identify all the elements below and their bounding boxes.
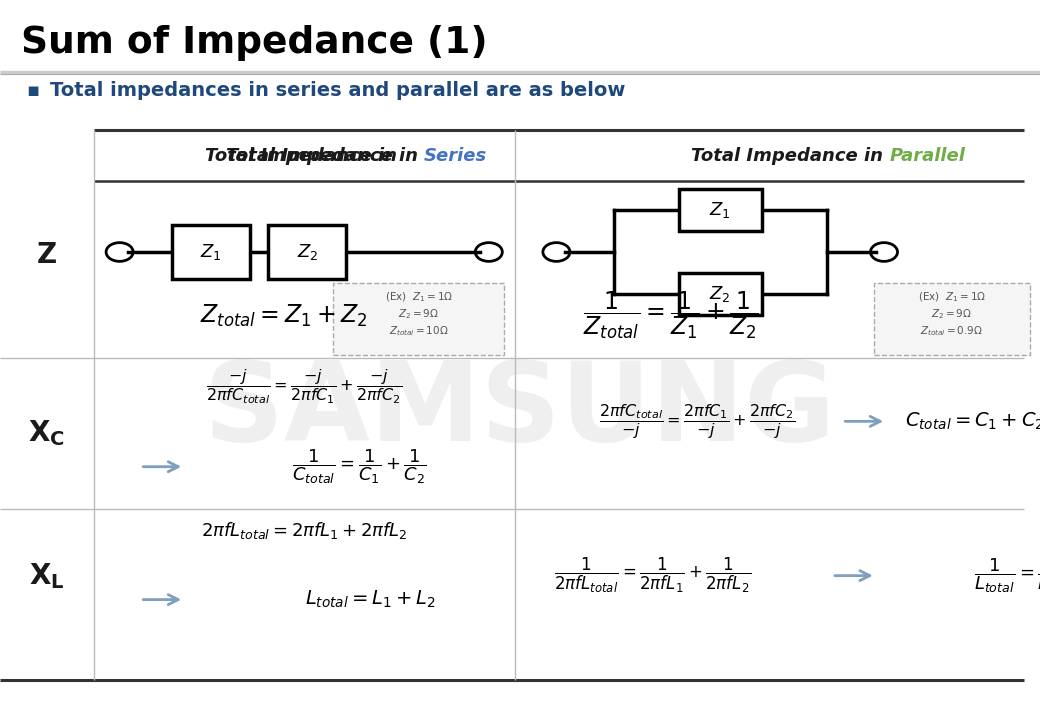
Text: $Z_2$: $Z_2$ <box>296 242 318 262</box>
Text: $\mathbf{X_L}$: $\mathbf{X_L}$ <box>29 561 64 590</box>
Text: (Ex)  $Z_1 = 1\Omega$: (Ex) $Z_1 = 1\Omega$ <box>917 291 986 305</box>
FancyBboxPatch shape <box>679 189 761 231</box>
FancyBboxPatch shape <box>333 283 504 355</box>
Text: $\dfrac{1}{Z_{total}} = \dfrac{1}{Z_1} + \dfrac{1}{Z_2}$: $\dfrac{1}{Z_{total}} = \dfrac{1}{Z_1} +… <box>582 289 759 341</box>
Text: Total impedances in series and parallel are as below: Total impedances in series and parallel … <box>50 81 625 99</box>
Text: $\mathbf{Z}$: $\mathbf{Z}$ <box>36 241 57 269</box>
Text: $\dfrac{2\pi f C_{total}}{-j} = \dfrac{2\pi f C_1}{-j} + \dfrac{2\pi f C_2}{-j}$: $\dfrac{2\pi f C_{total}}{-j} = \dfrac{2… <box>599 402 795 441</box>
Text: $\dfrac{1}{C_{total}} = \dfrac{1}{C_1} + \dfrac{1}{C_2}$: $\dfrac{1}{C_{total}} = \dfrac{1}{C_1} +… <box>292 447 427 486</box>
Text: Total Impedance in: Total Impedance in <box>226 146 424 164</box>
Text: $C_{total} = C_1 + C_2$: $C_{total} = C_1 + C_2$ <box>905 410 1040 432</box>
Text: Total Impedance in: Total Impedance in <box>205 146 404 164</box>
FancyBboxPatch shape <box>268 225 346 279</box>
Text: $Z_1$: $Z_1$ <box>200 242 222 262</box>
Text: Total Impedance in: Total Impedance in <box>691 146 889 164</box>
Text: $Z_1$: $Z_1$ <box>709 200 731 220</box>
Text: (Ex)  $Z_1 = 1\Omega$: (Ex) $Z_1 = 1\Omega$ <box>385 291 452 305</box>
Text: $Z_2$: $Z_2$ <box>709 284 731 304</box>
Text: $\mathbf{X_C}$: $\mathbf{X_C}$ <box>28 418 66 449</box>
Text: $L_{total} = L_1 + L_2$: $L_{total} = L_1 + L_2$ <box>305 589 436 611</box>
Text: SAMSUNG: SAMSUNG <box>204 357 836 464</box>
Text: $Z_2 = 9\Omega$: $Z_2 = 9\Omega$ <box>931 307 972 321</box>
Text: Parallel: Parallel <box>889 146 965 164</box>
FancyBboxPatch shape <box>874 283 1030 355</box>
Text: $Z_2 = 9\Omega$: $Z_2 = 9\Omega$ <box>398 307 439 321</box>
Text: Sum of Impedance (1): Sum of Impedance (1) <box>21 25 488 61</box>
Text: $\dfrac{1}{2\pi f L_{total}} = \dfrac{1}{2\pi f L_1} + \dfrac{1}{2\pi f L_2}$: $\dfrac{1}{2\pi f L_{total}} = \dfrac{1}… <box>554 556 751 595</box>
FancyBboxPatch shape <box>679 273 761 315</box>
Text: $\dfrac{1}{L_{total}} = \dfrac{1}{L_1} + \dfrac{1}{L_2}$: $\dfrac{1}{L_{total}} = \dfrac{1}{L_1} +… <box>974 557 1040 595</box>
Text: $Z_{total} = Z_1 + Z_2$: $Z_{total} = Z_1 + Z_2$ <box>200 302 367 328</box>
Text: $2\pi f L_{total} = 2\pi f L_1 + 2\pi f L_2$: $2\pi f L_{total} = 2\pi f L_1 + 2\pi f … <box>201 520 408 541</box>
Text: $Z_{total} = 10\Omega$: $Z_{total} = 10\Omega$ <box>389 325 448 338</box>
FancyBboxPatch shape <box>172 225 250 279</box>
Text: $\dfrac{-j}{2\pi f C_{total}} = \dfrac{-j}{2\pi f C_1} + \dfrac{-j}{2\pi f C_2}$: $\dfrac{-j}{2\pi f C_{total}} = \dfrac{-… <box>206 367 402 406</box>
Text: Series: Series <box>424 146 487 164</box>
Text: ▪: ▪ <box>26 81 40 99</box>
Text: $Z_{total} = 0.9\Omega$: $Z_{total} = 0.9\Omega$ <box>920 325 983 338</box>
